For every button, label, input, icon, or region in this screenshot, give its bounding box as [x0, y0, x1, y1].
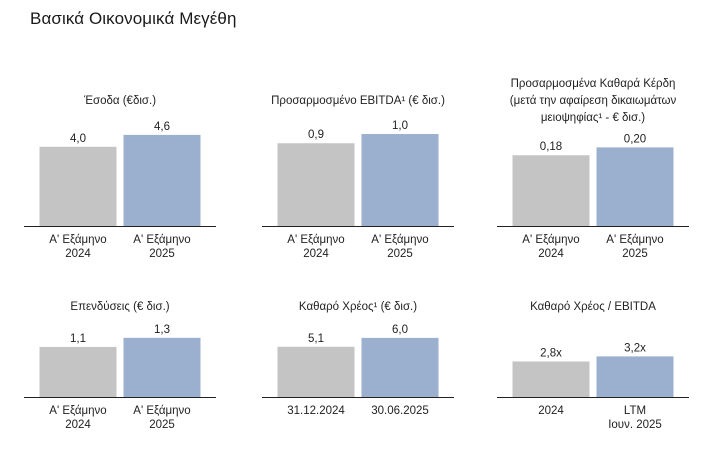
- category-label: 2025: [387, 248, 413, 260]
- chart-title: Προσαρμοσμένο EBITDA¹ (€ δισ.): [271, 95, 445, 107]
- bar-1: [512, 361, 590, 397]
- chart-title: Καθαρό Χρέος / EBITDA: [530, 301, 656, 313]
- chart-title: (μετά την αφαίρεση δικαιωμάτων: [510, 95, 677, 107]
- category-label: Ιουν. 2025: [608, 419, 662, 431]
- category-label: Α' Εξάμηνο: [371, 234, 428, 246]
- value-label: 0,20: [624, 133, 646, 145]
- value-label: 3,2x: [624, 342, 646, 354]
- category-label: 2025: [149, 419, 175, 431]
- value-label: 4,6: [154, 121, 170, 133]
- value-label: 6,0: [392, 324, 408, 336]
- chart-title: Έσοδα (€δισ.): [83, 95, 156, 107]
- category-label: 2024: [65, 248, 91, 260]
- value-label: 2,8x: [540, 347, 562, 359]
- bar-1: [277, 346, 355, 397]
- category-label: 2024: [538, 248, 564, 260]
- bar-1: [39, 346, 117, 397]
- category-label: Α' Εξάμηνο: [133, 234, 190, 246]
- category-label: Α' Εξάμηνο: [49, 234, 106, 246]
- bar-2: [123, 134, 201, 226]
- category-label: Α' Εξάμηνο: [606, 234, 663, 246]
- category-label: 2024: [65, 419, 91, 431]
- chart-title: Προσαρμοσμένα Καθαρά Κέρδη: [511, 78, 676, 90]
- category-label: LTM: [624, 405, 646, 417]
- value-label: 4,0: [70, 133, 86, 145]
- category-label: Α' Εξάμηνο: [49, 405, 106, 417]
- value-label: 5,1: [308, 333, 324, 345]
- value-label: 0,9: [308, 129, 324, 141]
- category-label: 2025: [622, 248, 648, 260]
- chart-panel-4: Επενδύσεις (€ δισ.) 1,1 Α' Εξάμηνο 2024 1,3 Α…: [24, 301, 216, 431]
- bar-1: [277, 143, 355, 226]
- category-label: 2024: [538, 405, 564, 417]
- chart-title: Καθαρό Χρέος¹ (€ δισ.): [299, 301, 417, 313]
- bar-2: [361, 134, 439, 226]
- chart-panel-2: Προσαρμοσμένο EBITDA¹ (€ δισ.) 0,9 Α' Εξάμ…: [262, 95, 454, 260]
- value-label: 1,0: [392, 120, 408, 132]
- category-label: 2024: [303, 248, 329, 260]
- category-label: 31.12.2024: [287, 405, 345, 417]
- bar-1: [512, 155, 590, 226]
- chart-panel-3: Προσαρμοσμένα Καθαρά Κέρδη (μετά την αφαί…: [497, 78, 689, 260]
- category-label: 30.06.2025: [371, 405, 429, 417]
- value-label: 1,3: [154, 324, 170, 336]
- bar-2: [123, 337, 201, 397]
- bar-2: [596, 147, 674, 226]
- value-label: 0,18: [540, 141, 562, 153]
- value-label: 1,1: [70, 333, 86, 345]
- page-title: Βασικά Οικονομικά Μεγέθη: [30, 9, 237, 28]
- chart-panel-5: Καθαρό Χρέος¹ (€ δισ.) 5,1 31.12.2024 6,0 30…: [262, 301, 454, 417]
- chart-title: μειοψηφίας¹ - € δισ.): [541, 112, 645, 124]
- chart-panel-6: Καθαρό Χρέος / EBITDA 2,8x 2024 3,2x LTM Ιουν…: [497, 301, 689, 431]
- category-label: Α' Εξάμηνο: [522, 234, 579, 246]
- chart-title: Επενδύσεις (€ δισ.): [70, 301, 169, 313]
- bar-2: [361, 337, 439, 397]
- category-label: 2025: [149, 248, 175, 260]
- category-label: Α' Εξάμηνο: [287, 234, 344, 246]
- chart-panel-1: Έσοδα (€δισ.) 4,0 Α' Εξάμηνο 2024 4,6 Α' Εξάμ…: [24, 95, 216, 260]
- category-label: Α' Εξάμηνο: [133, 405, 190, 417]
- bar-2: [596, 356, 674, 397]
- bar-1: [39, 146, 117, 226]
